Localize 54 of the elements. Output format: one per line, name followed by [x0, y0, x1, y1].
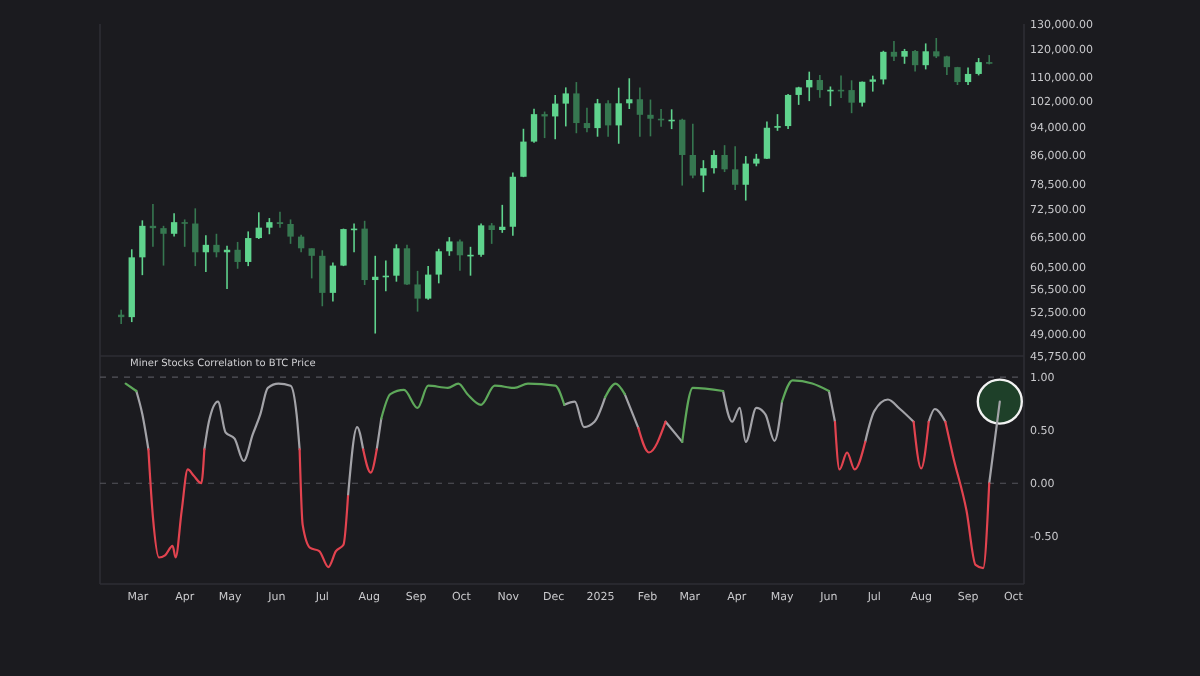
candlestick — [615, 86, 622, 145]
candlestick — [647, 98, 654, 138]
candlestick — [731, 145, 739, 191]
candlestick — [488, 222, 495, 245]
candlestick — [477, 222, 485, 258]
candlestick — [721, 144, 728, 173]
candlestick — [319, 249, 326, 308]
candlestick — [393, 243, 400, 283]
candlestick — [626, 77, 633, 110]
candlestick — [192, 207, 199, 267]
candlestick — [859, 80, 866, 108]
candlestick — [541, 110, 548, 139]
candlestick — [403, 244, 411, 286]
candlestick — [139, 219, 146, 276]
candlestick — [329, 261, 337, 303]
candlestick — [456, 238, 464, 272]
candlestick — [234, 241, 241, 270]
candlestick — [890, 40, 898, 62]
candlestick — [583, 106, 591, 133]
candlestick — [700, 159, 707, 193]
candlestick — [160, 225, 167, 267]
candlestick — [742, 155, 749, 202]
candlestick — [245, 230, 252, 267]
candlestick — [594, 98, 601, 138]
candlestick — [520, 127, 527, 178]
candlestick — [869, 74, 876, 93]
candlestick — [435, 247, 442, 285]
candlestick — [636, 86, 644, 138]
candlestick — [604, 99, 612, 138]
candlestick — [689, 122, 696, 180]
candlestick — [933, 37, 940, 59]
candlestick — [255, 211, 262, 240]
candlestick — [880, 49, 887, 86]
candlestick — [308, 247, 315, 280]
candlestick — [530, 107, 538, 144]
candlestick — [848, 79, 855, 114]
candlestick — [414, 270, 421, 313]
candlestick — [424, 265, 432, 301]
candlestick — [446, 236, 453, 257]
candlestick — [922, 42, 929, 71]
candlestick — [213, 232, 220, 259]
candlestick — [181, 218, 188, 248]
candlestick — [679, 117, 686, 187]
candlestick — [710, 149, 718, 175]
candlestick — [763, 120, 771, 160]
candlestick — [170, 212, 178, 238]
candlestick — [986, 54, 993, 66]
candlestick — [562, 86, 569, 128]
candlestick — [276, 211, 284, 229]
candlestick — [911, 49, 919, 73]
candlestick — [287, 218, 294, 245]
candlestick — [784, 93, 792, 130]
candlestick — [573, 81, 580, 135]
candlestick — [816, 74, 824, 99]
